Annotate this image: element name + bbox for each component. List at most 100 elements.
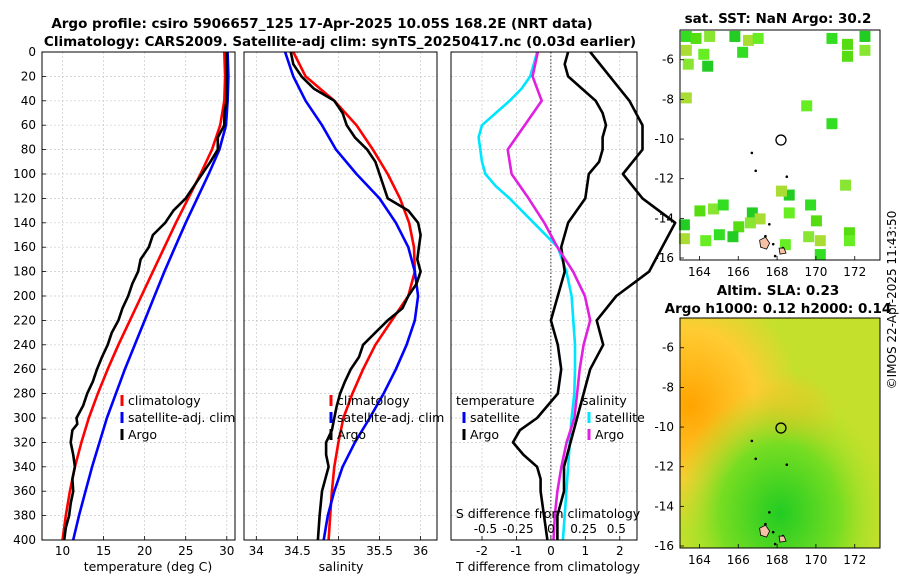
sst-island bbox=[771, 242, 775, 246]
differences-xtick-label: -1 bbox=[510, 544, 522, 558]
sst-cell bbox=[803, 231, 815, 243]
sst-cell bbox=[754, 213, 766, 225]
depth-tick-label: 300 bbox=[13, 411, 36, 425]
climatology-line bbox=[61, 51, 227, 541]
sst-cell bbox=[717, 199, 729, 211]
depth-tick-label: 0 bbox=[28, 45, 36, 59]
temp-legend-climatology-label: climatology bbox=[128, 393, 201, 408]
sla-island bbox=[754, 457, 758, 461]
temperature-xtick-label: 25 bbox=[178, 544, 193, 558]
sst-cell bbox=[700, 235, 712, 247]
differences-xtick-label: 2 bbox=[616, 544, 624, 558]
sla-island bbox=[768, 511, 771, 514]
sla-lat-tick-label: -10 bbox=[654, 420, 674, 434]
figure-title-line1: Argo profile: csiro 5906657_125 17-Apr-2… bbox=[51, 16, 592, 32]
sst-island bbox=[773, 254, 777, 258]
depth-tick-label: 400 bbox=[13, 533, 36, 547]
diff-legend-temp-satellite-label: satellite bbox=[470, 410, 520, 425]
sst-lat-tick-label: -6 bbox=[662, 53, 674, 67]
salinity-diff-tick-label: 0 bbox=[547, 522, 555, 536]
argo-salinity-line bbox=[289, 51, 422, 541]
sst-island bbox=[785, 175, 789, 179]
sst-float-marker bbox=[775, 134, 787, 146]
satellite-adj-clim-line bbox=[71, 51, 230, 541]
sla-lon-tick-label: 164 bbox=[688, 553, 711, 567]
sst-lon-tick-label: 172 bbox=[843, 265, 866, 279]
sst-lon-tick-label: 164 bbox=[688, 265, 711, 279]
salinity-xtick-label: 35 bbox=[331, 544, 346, 558]
sst-island bbox=[768, 223, 771, 226]
sst-cell bbox=[775, 185, 787, 197]
depth-tick-label: 40 bbox=[21, 94, 36, 108]
depth-tick-label: 260 bbox=[13, 362, 36, 376]
sst-cell bbox=[783, 207, 795, 219]
sst-cell bbox=[680, 92, 692, 104]
sla-lat-tick-label: -12 bbox=[654, 460, 674, 474]
sst-cell bbox=[708, 203, 720, 215]
depth-tick-label: 240 bbox=[13, 338, 36, 352]
salinity-argo-diff-line bbox=[556, 51, 677, 540]
depth-tick-label: 140 bbox=[13, 216, 36, 230]
figure-title-line2: Climatology: CARS2009. Satellite-adj cli… bbox=[44, 34, 636, 50]
differences-xtick-label: 0 bbox=[547, 544, 555, 558]
sst-cell bbox=[678, 219, 690, 231]
temperature-xtick-label: 20 bbox=[137, 544, 152, 558]
sst-lon-tick-label: 166 bbox=[727, 265, 750, 279]
sst-island bbox=[750, 151, 754, 155]
salinity-diff-tick-label: 0.25 bbox=[570, 522, 597, 536]
sst-lat-tick-label: -10 bbox=[654, 132, 674, 146]
sla-island bbox=[750, 439, 754, 443]
depth-tick-label: 180 bbox=[13, 265, 36, 279]
depth-tick-label: 280 bbox=[13, 387, 36, 401]
sst-cell bbox=[742, 34, 754, 46]
sst-lon-tick-label: 168 bbox=[766, 265, 789, 279]
sla-lat-tick-label: -16 bbox=[654, 539, 674, 553]
depth-tick-label: 120 bbox=[13, 191, 36, 205]
depth-tick-label: 220 bbox=[13, 313, 36, 327]
sla-island bbox=[764, 522, 767, 526]
sst-cell bbox=[859, 44, 871, 56]
diff-legend-sal-satellite-label: satellite bbox=[595, 410, 645, 425]
depth-tick-label: 340 bbox=[13, 460, 36, 474]
sla-lat-tick-label: -8 bbox=[662, 380, 674, 394]
sst-cell bbox=[859, 30, 871, 42]
sla-lon-tick-label: 170 bbox=[804, 553, 827, 567]
sst-cell bbox=[843, 235, 855, 247]
sst-cell bbox=[744, 217, 756, 229]
temperature-xtick-label: 15 bbox=[96, 544, 111, 558]
sla-island bbox=[773, 542, 777, 546]
depth-tick-label: 380 bbox=[13, 509, 36, 523]
sst-cell bbox=[841, 50, 853, 62]
salinity-xtick-label: 34.5 bbox=[284, 544, 311, 558]
salinity-xtick-label: 36 bbox=[413, 544, 428, 558]
sla-frame bbox=[679, 317, 881, 549]
sst-cell bbox=[783, 189, 795, 201]
sst-cell bbox=[702, 60, 714, 72]
sst-cell bbox=[801, 100, 813, 112]
sal-legend-satellite-label: satellite-adj. clim bbox=[337, 410, 444, 425]
sst-land bbox=[759, 236, 771, 250]
temp-legend-satellite-label: satellite-adj. clim bbox=[128, 410, 235, 425]
sla-map: 164 166 168 170 172 -6 -8 -10 -12 -14 -16 bbox=[654, 317, 881, 567]
sla-lat-tick-label: -14 bbox=[654, 499, 674, 513]
sst-cell bbox=[814, 249, 826, 261]
sst-lat-tick-label: -16 bbox=[654, 251, 674, 265]
diff-legend-salinity-title: salinity bbox=[582, 393, 627, 408]
temperature-panel: 10 15 20 25 30020406080100120140160180200220… bbox=[13, 45, 236, 558]
sst-cell bbox=[746, 207, 758, 219]
sst-frame bbox=[679, 29, 881, 261]
sst-map: 164 166 168 170 172 -6 -8 -10 -12 -14 -16 bbox=[654, 29, 881, 279]
salinity-frame bbox=[243, 51, 438, 541]
sst-lat-tick-label: -12 bbox=[654, 172, 674, 186]
sst-cell bbox=[694, 205, 706, 217]
sst-cell bbox=[727, 231, 739, 243]
sst-cell bbox=[843, 227, 855, 239]
sst-lat-tick-label: -8 bbox=[662, 92, 674, 106]
sal-legend-argo-label: Argo bbox=[337, 427, 366, 442]
salinity-xtick-label: 35.5 bbox=[366, 544, 393, 558]
depth-tick-label: 160 bbox=[13, 240, 36, 254]
sst-cell bbox=[826, 32, 838, 44]
diff-legend-temperature-title: temperature bbox=[456, 393, 535, 408]
temperature-xtick-label: 10 bbox=[55, 544, 70, 558]
sst-map-title: sat. SST: NaN Argo: 30.2 bbox=[685, 11, 872, 27]
